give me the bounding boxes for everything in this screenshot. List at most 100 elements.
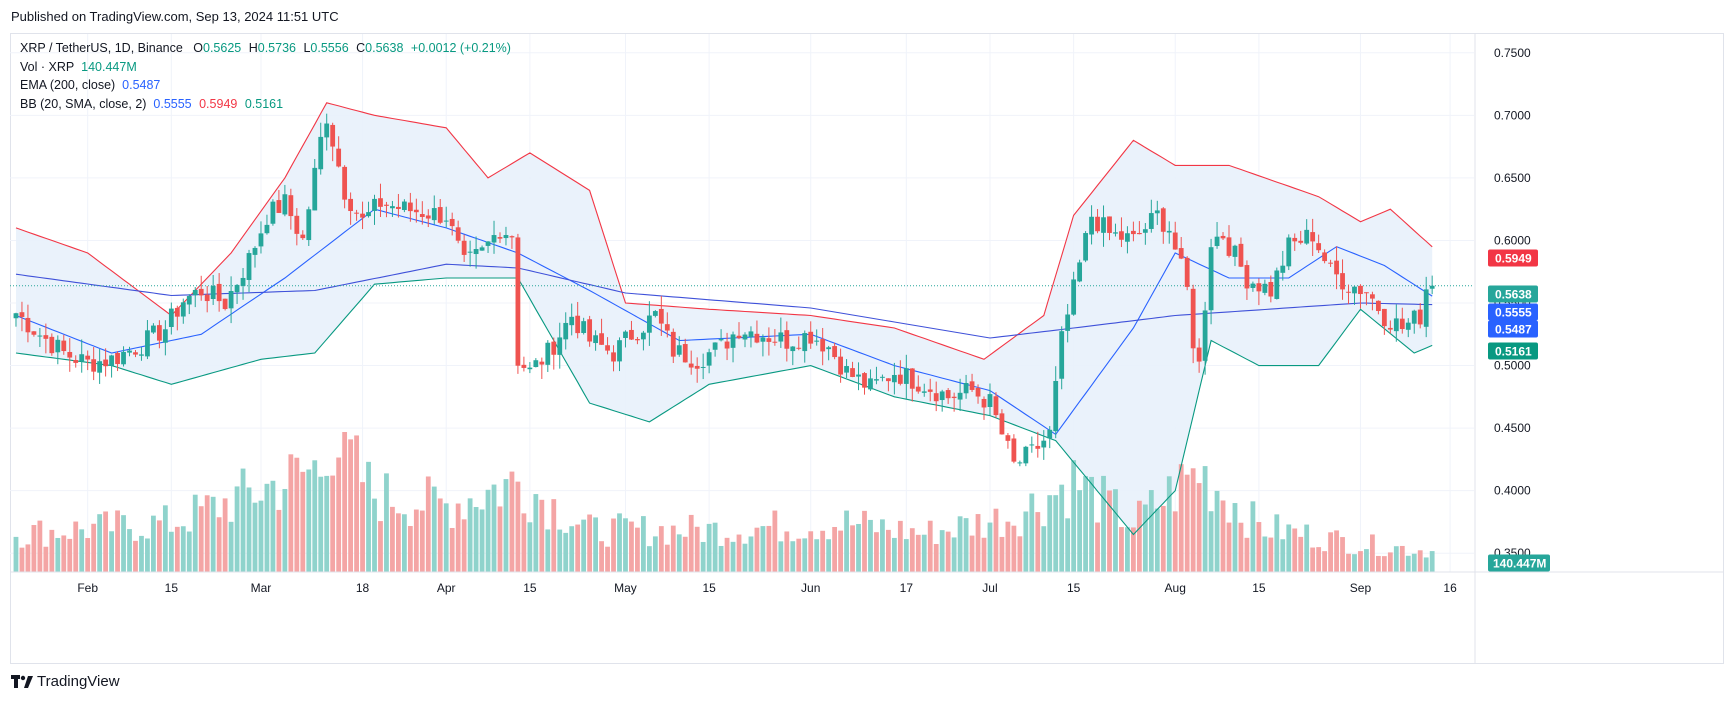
candle-body — [1316, 243, 1322, 251]
candle-body — [682, 344, 688, 363]
volume-bar — [342, 432, 348, 572]
candle-body — [1393, 318, 1399, 332]
candle-body — [1399, 318, 1405, 330]
axes: 0.75000.70000.65000.60000.55000.50000.45… — [10, 34, 1724, 663]
volume-bar — [814, 539, 820, 572]
volume-bar — [718, 545, 724, 572]
candle-body — [557, 337, 563, 355]
candle-body — [419, 214, 425, 217]
candle-body — [694, 365, 700, 369]
legend-ohlc-row: XRP / TetherUS, 1D, Binance O0.5625 H0.5… — [20, 39, 511, 58]
volume-bar — [1017, 536, 1023, 572]
candle-body — [748, 331, 754, 337]
price-tag-label: 0.5487 — [1495, 323, 1532, 337]
volume-label[interactable]: Vol · XRP — [20, 59, 75, 74]
candle-body — [97, 361, 103, 373]
candle-body — [921, 391, 927, 393]
volume-bar — [306, 469, 312, 572]
price-tags: 0.5949 0.5638 0.5555 0.5487 0.5161 140.447M — [1488, 249, 1550, 572]
close-value: 0.5638 — [365, 41, 404, 55]
candle-body — [43, 335, 49, 339]
candle-body — [1023, 446, 1029, 464]
published-header: Published on TradingView.com, Sep 13, 20… — [11, 9, 339, 24]
candle-body — [742, 334, 748, 340]
volume-bar — [1387, 552, 1393, 572]
x-tick-label: 16 — [1443, 581, 1457, 595]
volume-bar — [1417, 550, 1423, 572]
volume-bar — [497, 506, 503, 572]
candle-body — [1196, 347, 1202, 362]
candle-body — [688, 363, 694, 368]
volume-bar — [551, 499, 557, 572]
candle-body — [1358, 285, 1363, 295]
candle-body — [198, 288, 204, 296]
ohlc-values: O0.5625 H0.5736 L0.5556 C0.5638 +0.0012 … — [186, 41, 511, 55]
candle-body — [109, 355, 114, 366]
x-tick-label: Mar — [251, 581, 272, 595]
candle-body — [73, 360, 79, 363]
candle-body — [372, 198, 377, 211]
candle-body — [174, 307, 180, 317]
volume-bar — [1113, 489, 1118, 572]
volume-bar — [569, 526, 575, 572]
candle-body — [563, 322, 569, 340]
volume-bar — [1029, 493, 1035, 572]
bb-label[interactable]: BB (20, SMA, close, 2) — [20, 96, 147, 111]
volume-bar — [1316, 547, 1322, 572]
price-tag — [1488, 249, 1538, 267]
candle-body — [1113, 232, 1118, 234]
volume-bar — [1071, 460, 1077, 572]
volume-bar — [180, 526, 186, 572]
volume-bar — [348, 439, 354, 572]
symbol-label[interactable]: XRP / TetherUS, 1D, Binance — [20, 41, 183, 55]
candle-body — [55, 339, 61, 353]
volume-bar — [258, 500, 264, 572]
volume-bar — [1125, 527, 1130, 572]
volume-bar — [617, 513, 622, 572]
candle-body — [85, 355, 91, 360]
volume-bar — [623, 518, 628, 572]
ema200-line — [15, 263, 1433, 339]
candle-body — [772, 341, 778, 343]
volume-bar — [957, 516, 963, 572]
ema-value: 0.5487 — [122, 78, 161, 92]
volume-bar — [670, 525, 676, 572]
bb-upper-value: 0.5949 — [199, 96, 238, 111]
candle-body — [19, 312, 25, 317]
volume-bar — [1280, 539, 1286, 572]
candle-body — [1005, 435, 1011, 441]
candle-body — [1059, 331, 1065, 379]
volume-bar — [581, 519, 587, 572]
footer-brand[interactable]: TradingView — [37, 673, 120, 690]
change-value: +0.0012 (+0.21%) — [410, 41, 511, 55]
volume-bar — [1154, 508, 1160, 572]
chart-frame[interactable] — [10, 33, 1724, 664]
volume-bar — [945, 531, 951, 572]
candle-body — [826, 347, 832, 350]
volume-bar — [724, 537, 730, 572]
volume-bar — [109, 531, 114, 572]
candle-body — [993, 396, 999, 416]
candle-body — [646, 315, 652, 333]
volume-bar — [682, 536, 688, 572]
volume-bar — [1005, 521, 1011, 572]
candle-body — [808, 331, 814, 344]
volume-bar — [73, 521, 79, 572]
volume-bar — [880, 519, 885, 572]
legend-volume-row: Vol · XRP 140.447M — [20, 58, 511, 77]
volume-bar — [1101, 475, 1106, 572]
volume-bar — [1077, 490, 1083, 572]
x-tick-label: 15 — [702, 581, 716, 595]
ema-label[interactable]: EMA (200, close) — [20, 78, 116, 92]
volume-bar — [252, 502, 258, 572]
volume-bar — [455, 503, 461, 572]
candle-body — [778, 332, 784, 342]
volume-bar — [1298, 536, 1304, 572]
candle-body — [1178, 248, 1184, 259]
candle-body — [1346, 291, 1351, 293]
volume-bar — [790, 541, 796, 572]
price-tag — [1488, 320, 1538, 338]
candle-body — [897, 374, 903, 384]
volume-bar — [354, 435, 359, 572]
